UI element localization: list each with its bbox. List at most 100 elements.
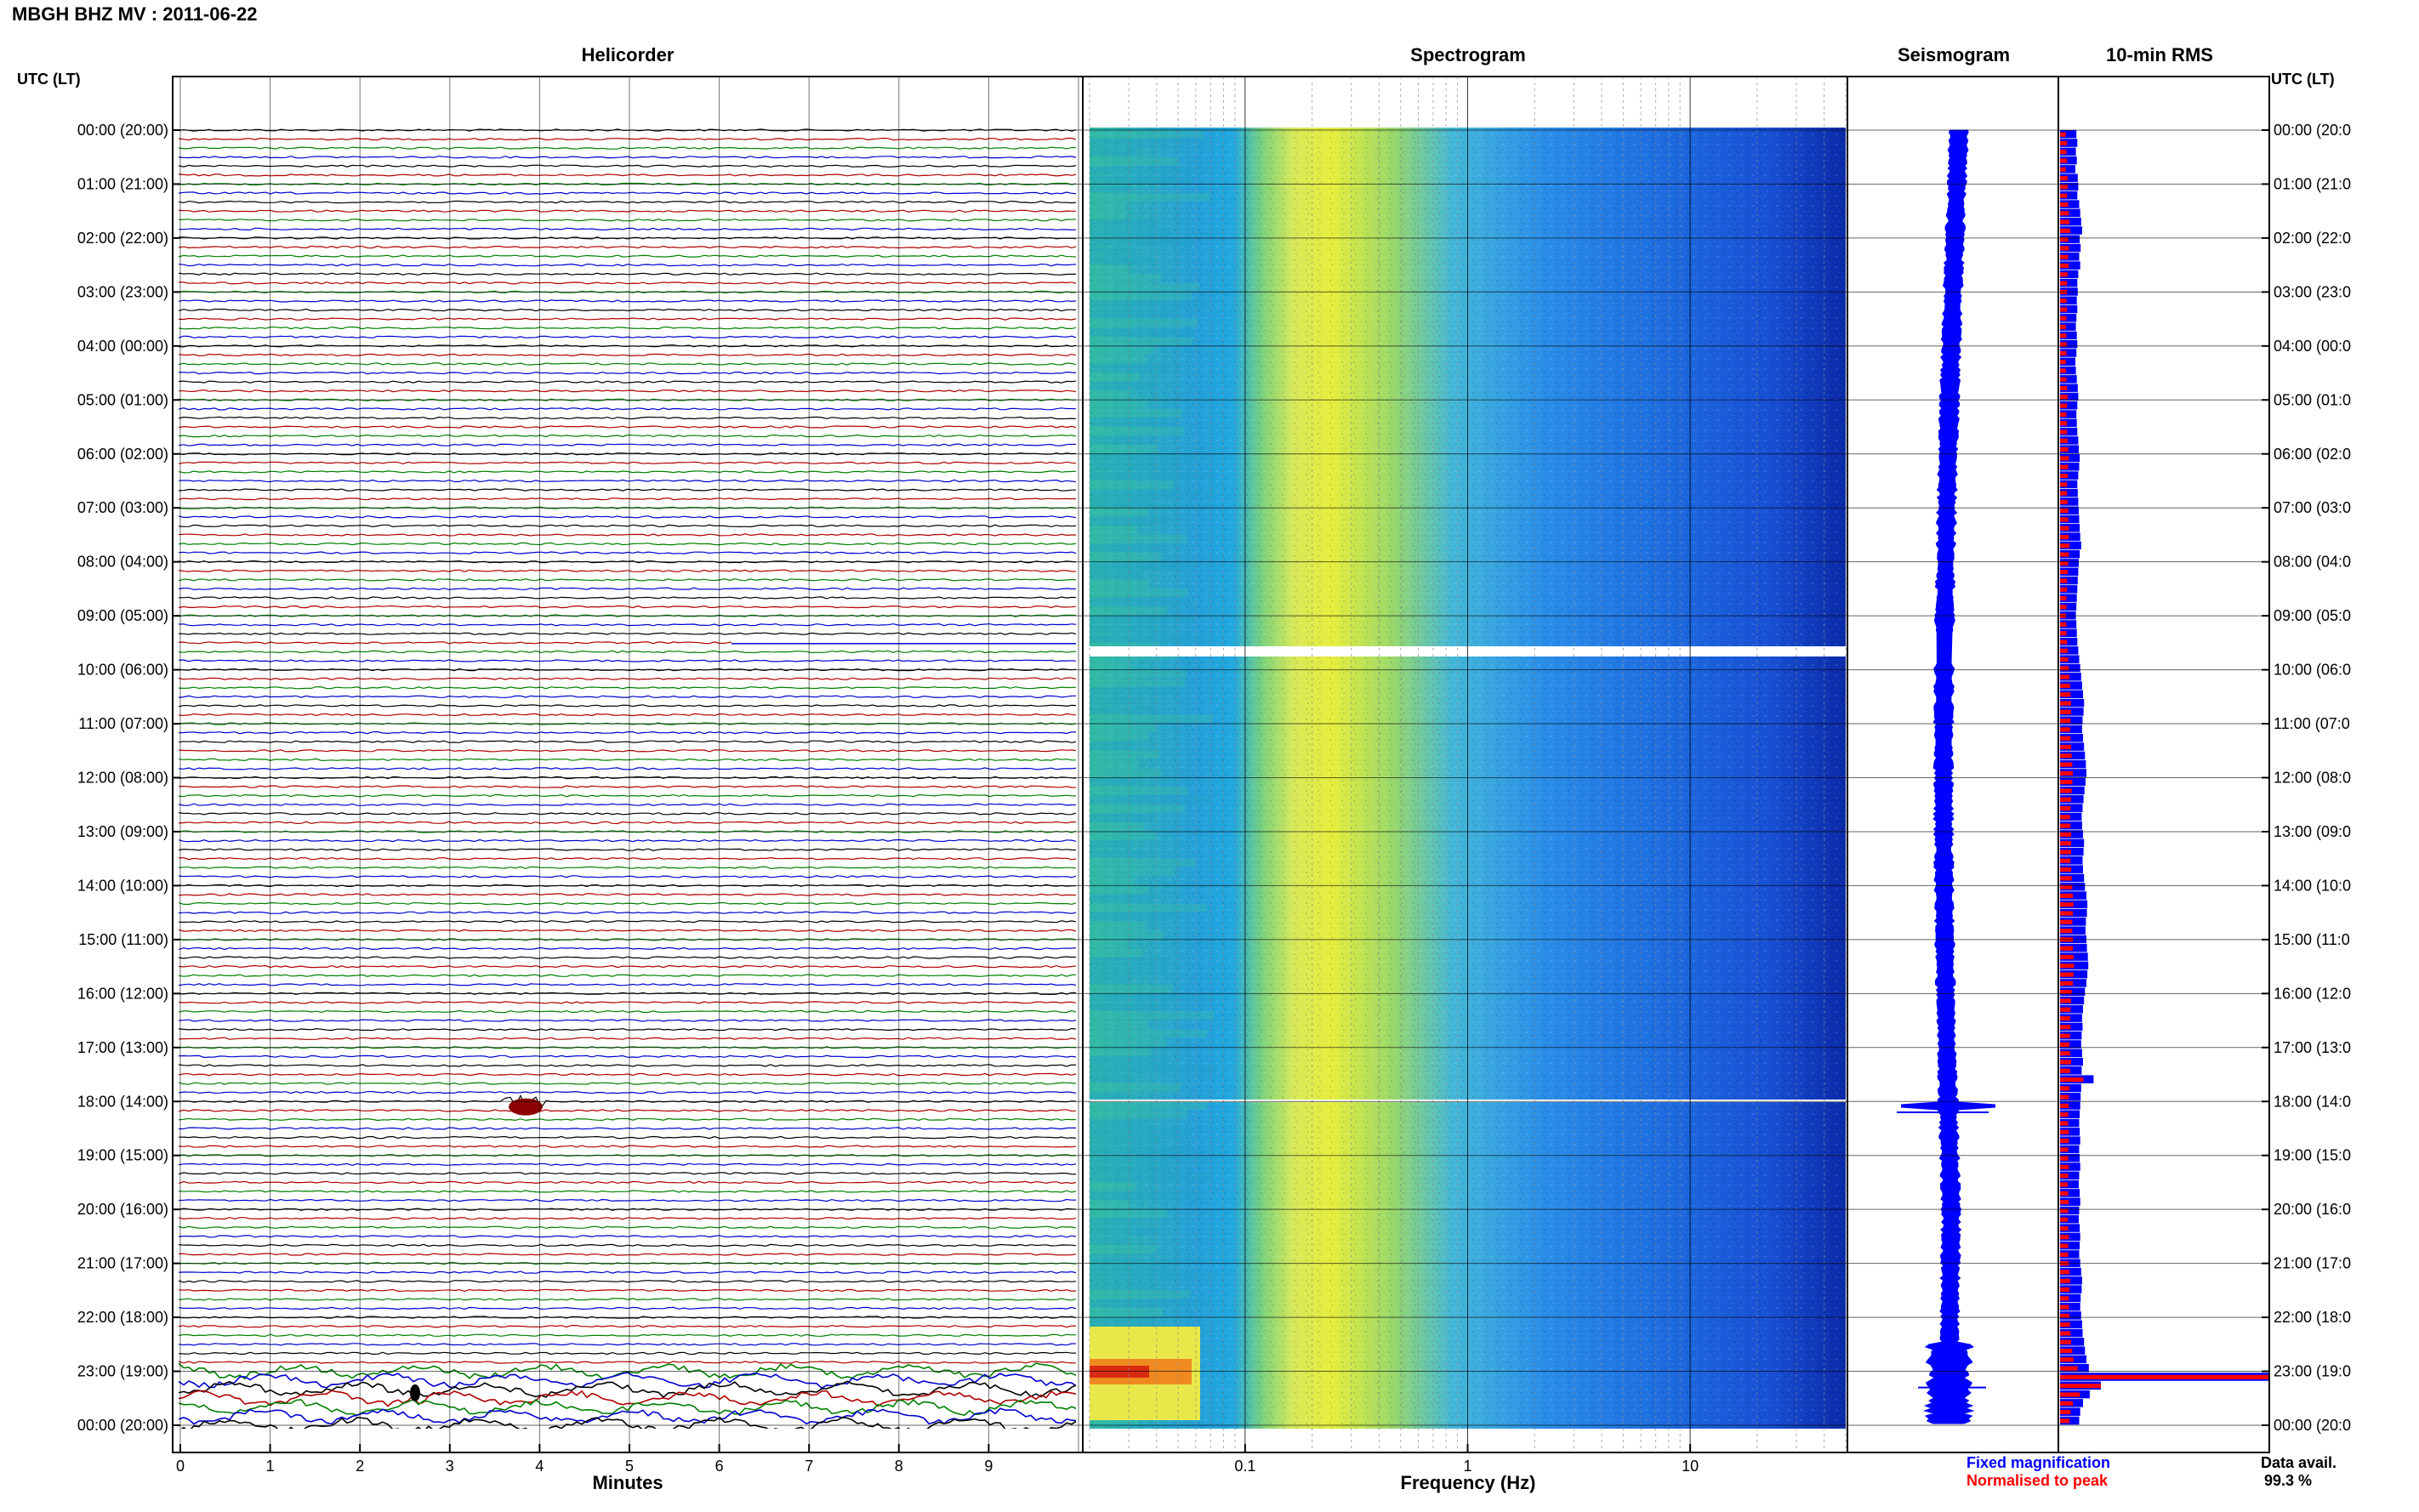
rms-normalised-bar xyxy=(2060,403,2068,408)
rms-fixed-bar xyxy=(2060,1232,2080,1242)
right-time-label: 19:00 (15:0 xyxy=(2274,1147,2351,1164)
rms-fixed-bar xyxy=(2060,620,2077,628)
spectrogram-band xyxy=(1090,777,1136,787)
rms-fixed-bar xyxy=(2060,1206,2080,1215)
helicorder-trace xyxy=(178,533,1076,537)
rms-normalised-bar xyxy=(2060,526,2069,531)
spectrogram-band xyxy=(1090,930,1164,939)
helicorder-trace xyxy=(178,740,1076,743)
rms-normalised-bar xyxy=(2060,228,2070,233)
rms-normalised-bar xyxy=(2060,954,2074,960)
left-time-label: 03:00 (23:00) xyxy=(77,283,168,300)
spectrogram-band xyxy=(1090,1227,1162,1236)
helicorder-trace xyxy=(178,1243,1076,1248)
helicorder-trace xyxy=(179,281,1076,285)
rms-normalised-bar xyxy=(2060,709,2071,714)
helicorder-trace xyxy=(178,1216,1076,1220)
left-time-label: 02:00 (22:00) xyxy=(77,230,168,247)
helicorder-trace xyxy=(178,803,1076,806)
rms-normalised-bar xyxy=(2060,219,2069,225)
helicorder-x-tick-label: 4 xyxy=(535,1458,544,1475)
rms-fixed-bar xyxy=(2060,1083,2081,1093)
spectrogram-band xyxy=(1090,679,1186,687)
rms-normalised-bar xyxy=(2060,622,2067,627)
rms-normalised-bar xyxy=(2060,509,2069,514)
spectrogram-x-tick-label: 10 xyxy=(1682,1458,1699,1475)
rms-normalised-bar xyxy=(2060,1191,2069,1196)
rms-normalised-bar xyxy=(2060,167,2066,172)
rms-fixed-bar xyxy=(2060,1057,2083,1066)
helicorder-trace xyxy=(178,875,1076,878)
spectrogram-band xyxy=(1090,363,1181,372)
rms-fixed-bar xyxy=(2060,445,2079,453)
left-time-label: 00:00 (20:00) xyxy=(77,122,168,139)
rms-fixed-bar xyxy=(2060,594,2077,602)
spectrogram-band xyxy=(1090,939,1128,948)
rms-fixed-bar xyxy=(2060,1118,2080,1128)
rms-normalised-bar xyxy=(2060,1033,2070,1038)
spectrogram-band xyxy=(1090,166,1210,174)
rms-normalised-bar xyxy=(2060,385,2068,391)
rms-normalised-bar xyxy=(2060,1217,2068,1222)
rms-fixed-bar xyxy=(2060,1040,2081,1049)
rms-fixed-bar xyxy=(2060,663,2080,673)
helicorder-trace xyxy=(178,254,1076,258)
rms-fixed-bar xyxy=(2060,673,2081,681)
rms-normalised-bar xyxy=(2060,1007,2071,1012)
spectrogram-band xyxy=(1090,975,1132,984)
rms-normalised-bar xyxy=(2060,929,2073,934)
rms-fixed-bar xyxy=(2060,130,2077,139)
rms-normalised-bar xyxy=(2060,805,2071,811)
rms-normalised-bar xyxy=(2060,298,2067,304)
helicorder-trace xyxy=(178,1398,1076,1416)
rms-fixed-bar xyxy=(2060,734,2083,742)
helicorder-trace xyxy=(178,479,1076,483)
rms-fixed-bar xyxy=(2060,856,2083,865)
helicorder-trace xyxy=(178,650,1076,654)
rms-fixed-bar xyxy=(2060,769,2086,777)
rms-normalised-bar xyxy=(2060,666,2069,671)
rms-normalised-bar xyxy=(2060,132,2066,137)
rms-normalised-bar xyxy=(2060,1409,2071,1415)
rms-normalised-bar xyxy=(2060,377,2067,382)
spectrogram-band xyxy=(1090,831,1156,840)
rms-fixed-bar xyxy=(2060,567,2079,577)
helicorder-trace xyxy=(178,946,1076,951)
spectrogram-band xyxy=(1090,1137,1162,1146)
rms-fixed-bar xyxy=(2060,173,2078,182)
rms-fixed-bar xyxy=(2060,1293,2081,1303)
helicorder-trace xyxy=(178,919,1076,924)
helicorder-trace xyxy=(178,1270,1076,1274)
spectrogram-band xyxy=(1090,1038,1167,1047)
rms-normalised-bar xyxy=(2060,893,2074,898)
rms-fixed-bar xyxy=(2060,830,2083,838)
rms-normalised-bar xyxy=(2060,499,2068,504)
right-time-label: 13:00 (09:0 xyxy=(2274,823,2351,840)
rms-normalised-bar xyxy=(2060,1156,2069,1161)
spectrogram-band xyxy=(1090,553,1161,561)
spectrogram-band xyxy=(1090,1290,1191,1299)
spectrogram-band xyxy=(1090,634,1214,642)
rms-normalised-bar xyxy=(2060,150,2067,155)
rms-fixed-bar xyxy=(2060,331,2077,340)
helicorder-trace xyxy=(178,1127,1076,1130)
helicorder-trace xyxy=(178,317,1076,321)
helicorder-trace xyxy=(178,1172,1076,1175)
right-time-label: 21:00 (17:0 xyxy=(2274,1255,2351,1272)
rms-normalised-bar xyxy=(2060,552,2069,557)
rms-normalised-bar xyxy=(2060,683,2070,689)
spectrogram-band xyxy=(1090,1083,1181,1092)
spectrogram-band xyxy=(1090,211,1127,219)
left-time-label: 15:00 (11:00) xyxy=(78,931,168,948)
rms-normalised-bar xyxy=(2060,473,2068,479)
plot-frame xyxy=(172,76,2270,1453)
rms-fixed-bar xyxy=(2060,1241,2080,1250)
spectrogram-band xyxy=(1090,480,1175,490)
spectrogram-band xyxy=(1090,327,1194,337)
rms-normalised-bar xyxy=(2060,202,2069,207)
spectrogram-band xyxy=(1090,1218,1137,1227)
rms-normalised-bar xyxy=(2060,447,2069,452)
spectrogram-band xyxy=(1090,732,1147,742)
rms-fixed-bar xyxy=(2060,1285,2082,1293)
rms-fixed-bar xyxy=(2060,1049,2082,1057)
